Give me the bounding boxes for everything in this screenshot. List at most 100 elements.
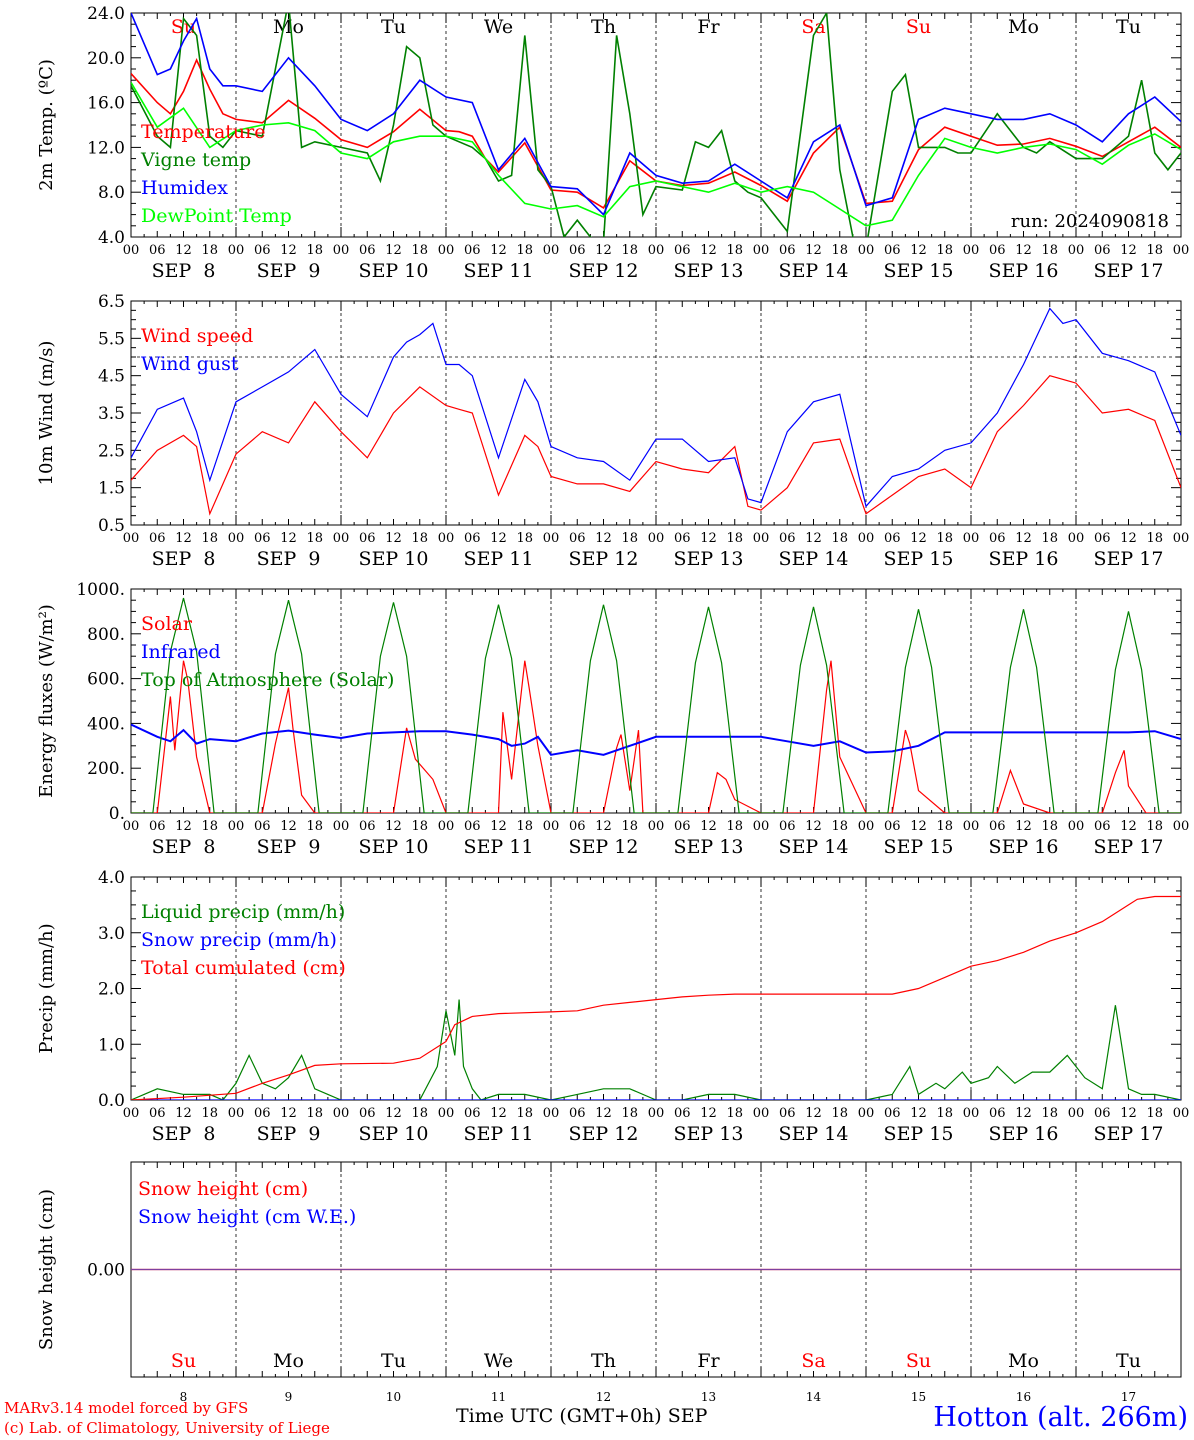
y-axis-label: Energy fluxes (W/m²) <box>36 604 57 798</box>
weekday-label: Su <box>906 16 931 38</box>
hour-tick-label: 00 <box>438 243 455 258</box>
lab-credit: (c) Lab. of Climatology, University of L… <box>4 1419 330 1437</box>
hour-tick-label: 00 <box>753 531 770 546</box>
hour-tick-label: 06 <box>254 1106 271 1121</box>
hour-tick-label: 00 <box>753 1106 770 1121</box>
hour-tick-label: 18 <box>516 531 533 546</box>
hour-tick-label: 00 <box>333 819 350 834</box>
hour-tick-label: 00 <box>753 819 770 834</box>
panel-1: 4.0 8.0 12.0 16.0 20.0 24.0 2m Temp. (ºC) 00 06 1… <box>36 4 1189 282</box>
date-label: SEP 10 <box>359 836 429 858</box>
date-label: SEP 12 <box>569 548 639 570</box>
plot-frame <box>130 12 1182 238</box>
hour-tick-label: 12 <box>1015 243 1032 258</box>
date-label: SEP 8 <box>152 548 216 570</box>
date-label: SEP 16 <box>989 836 1059 858</box>
y-tick-label: 16.0 <box>87 94 125 114</box>
series-line-vigne-temp <box>131 13 1181 237</box>
hour-tick-label: 06 <box>149 531 166 546</box>
hour-tick-label: 00 <box>1068 1106 1085 1121</box>
series-line-temperature <box>131 57 1181 210</box>
series-line-liquid-precip-mm-h <box>131 999 1181 1100</box>
weekday-label: Mo <box>273 1350 304 1372</box>
date-label: SEP 14 <box>779 548 849 570</box>
hour-tick-label: 00 <box>648 1106 665 1121</box>
hour-tick-label: 18 <box>516 243 533 258</box>
hour-tick-label: 18 <box>726 531 743 546</box>
hour-tick-label: 00 <box>858 819 875 834</box>
legend-entry: Liquid precip (mm/h) <box>141 901 345 923</box>
y-tick-label: 4.0 <box>98 228 125 248</box>
date-label: SEP 15 <box>884 548 954 570</box>
weekday-label: Mo <box>273 16 304 38</box>
hour-tick-label: 06 <box>464 819 481 834</box>
legend-entry: Solar <box>141 613 193 635</box>
hour-tick-label: 00 <box>858 1106 875 1121</box>
weekday-label: Th <box>591 16 616 38</box>
hour-tick-label: 12 <box>280 531 297 546</box>
hour-tick-label: 18 <box>831 1106 848 1121</box>
hour-tick-label: 06 <box>1094 243 1111 258</box>
series-line-wind-gust <box>131 307 1181 508</box>
hour-tick-label: 12 <box>175 531 192 546</box>
hour-tick-label: 12 <box>805 243 822 258</box>
date-label: SEP 16 <box>989 260 1059 282</box>
hour-tick-label: 06 <box>359 531 376 546</box>
y-tick-label: 3.5 <box>98 404 125 424</box>
date-label: SEP 9 <box>257 548 321 570</box>
hour-tick-label: 00 <box>438 819 455 834</box>
hour-tick-label: 18 <box>306 819 323 834</box>
hour-tick-label: 06 <box>779 531 796 546</box>
legend-entry: Vigne temp <box>140 149 251 171</box>
hour-tick-label: 00 <box>228 819 245 834</box>
hour-tick-label: 18 <box>1146 243 1163 258</box>
date-label: SEP 13 <box>674 260 744 282</box>
y-tick-label: 600. <box>87 670 125 690</box>
hour-tick-label: 18 <box>621 1106 638 1121</box>
hour-tick-label: 00 <box>1173 1106 1190 1121</box>
hour-tick-label: 18 <box>936 243 953 258</box>
x-axis-title-text: Time UTC (GMT+0h) <box>456 1405 662 1427</box>
date-label: SEP 15 <box>884 836 954 858</box>
hour-tick-label: 00 <box>228 531 245 546</box>
hour-tick-label: 18 <box>726 243 743 258</box>
weekday-label: Sa <box>801 1350 825 1372</box>
hour-tick-label: 18 <box>1146 531 1163 546</box>
weekday-label: Sa <box>801 16 825 38</box>
hour-tick-label: 00 <box>333 1106 350 1121</box>
hour-tick-label: 00 <box>543 531 560 546</box>
hour-tick-label: 06 <box>779 819 796 834</box>
hour-tick-label: 18 <box>516 819 533 834</box>
hour-tick-label: 00 <box>543 819 560 834</box>
y-tick-label: 24.0 <box>87 4 125 24</box>
hour-tick-label: 06 <box>674 243 691 258</box>
series-line-infrared <box>131 723 1181 756</box>
hour-tick-label: 12 <box>1015 1106 1032 1121</box>
y-axis-label: 2m Temp. (ºC) <box>36 59 57 191</box>
date-label: SEP 9 <box>257 260 321 282</box>
y-tick-label: 800. <box>87 625 125 645</box>
date-label: SEP 8 <box>152 836 216 858</box>
hour-tick-label: 00 <box>123 243 140 258</box>
date-label: SEP 9 <box>257 836 321 858</box>
hour-tick-label: 12 <box>1120 531 1137 546</box>
hour-tick-label: 12 <box>700 1106 717 1121</box>
weekday-label: Fr <box>697 16 720 38</box>
date-label: SEP 13 <box>674 548 744 570</box>
date-label: SEP 16 <box>989 548 1059 570</box>
hour-tick-label: 00 <box>753 243 770 258</box>
day-number-label: 11 <box>491 1390 506 1404</box>
hour-tick-label: 00 <box>438 531 455 546</box>
hour-tick-label: 00 <box>1173 819 1190 834</box>
y-tick-label: 2.5 <box>98 441 125 461</box>
legend-entry: Total cumulated (cm) <box>141 957 346 979</box>
hour-tick-label: 12 <box>1015 531 1032 546</box>
hour-tick-label: 12 <box>910 819 927 834</box>
date-label: SEP 10 <box>359 260 429 282</box>
hour-tick-label: 12 <box>1120 1106 1137 1121</box>
legend-entry: Humidex <box>141 177 228 199</box>
day-number-label: 16 <box>1016 1390 1031 1404</box>
panel-5: 0.00 Snow height (cm) Su Mo Tu We Th Fr Sa Su Mo Tu… <box>36 1161 1182 1404</box>
hour-tick-label: 18 <box>201 819 218 834</box>
weekday-label: Mo <box>1008 16 1039 38</box>
